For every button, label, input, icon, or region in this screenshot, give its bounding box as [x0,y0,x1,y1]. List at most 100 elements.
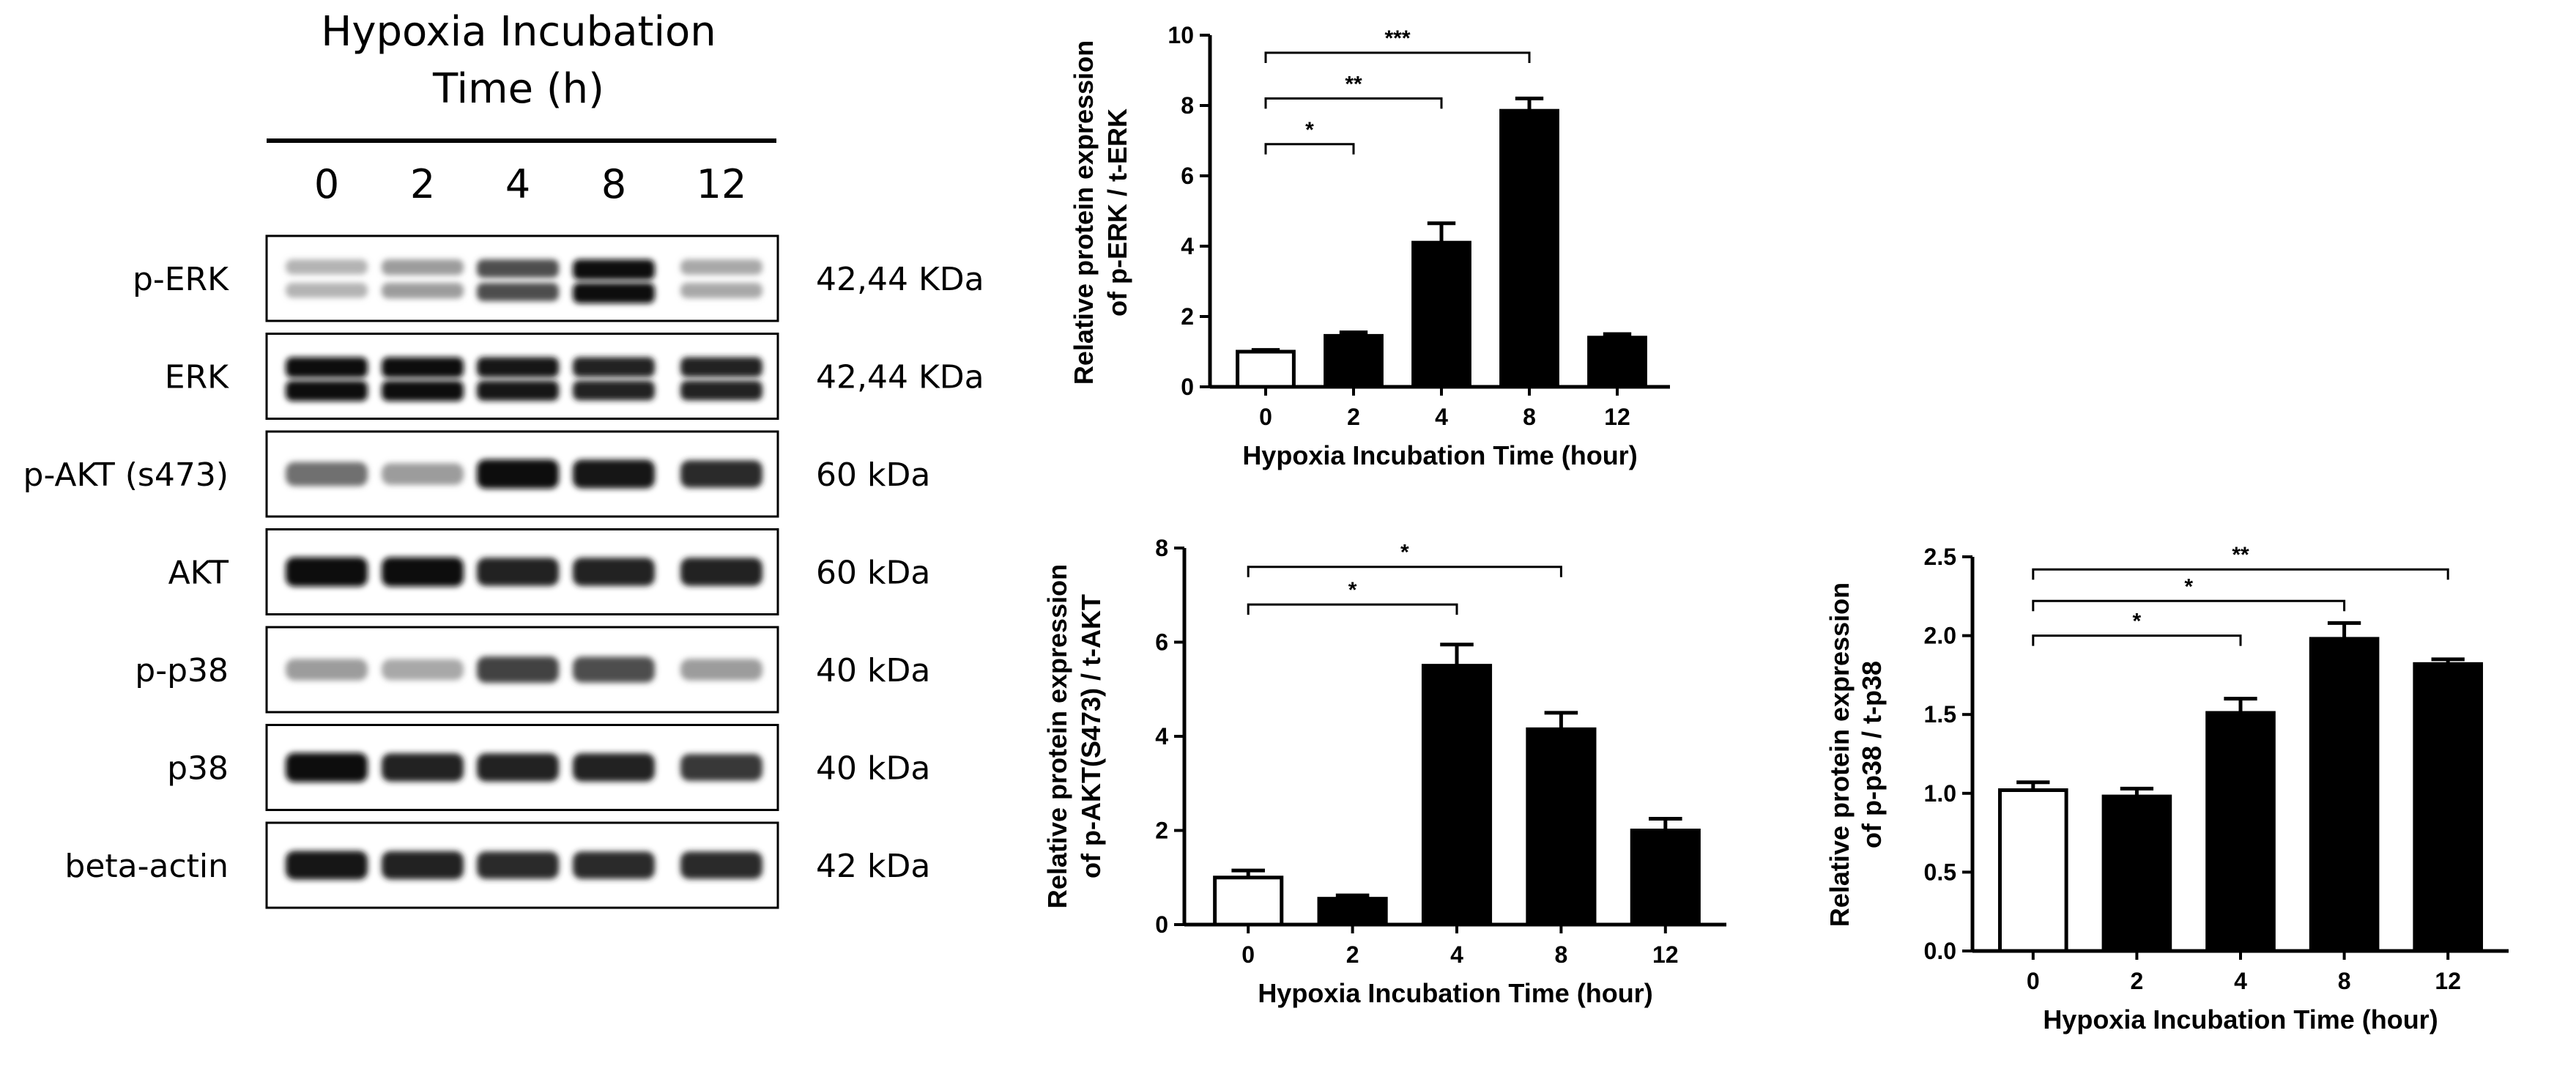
blot-row-label: p-AKT (s473) [23,456,229,494]
blot-row-frame [265,234,779,322]
band-upper [382,259,464,275]
significance-bracket [1247,566,1562,577]
y-tick-label: 0.0 [1924,938,1956,964]
band [382,463,464,485]
blot-row-size: 42 kDa [816,848,930,885]
y-tick-label: 2 [1181,303,1194,330]
x-axis-title: Hypoxia Incubation Time (hour) [1242,440,1637,470]
blot-row-akt: AKT 60 kDa [168,528,930,615]
blot-row-erk: ERK 42,44 KDa [165,333,984,420]
y-tick-label: 1.5 [1924,701,1956,728]
band-lower [286,283,368,298]
band [573,753,655,782]
bar-0 [1213,876,1284,927]
bar-8 [1526,727,1597,927]
y-tick-label: 1.0 [1924,780,1956,807]
x-tick-label: 8 [1523,404,1536,430]
lane-labels: 0 2 4 8 12 [314,161,747,207]
band [680,460,762,488]
x-tick-label: 8 [2338,968,2351,994]
band [286,851,368,880]
blot-row-size: 60 kDa [816,555,930,592]
band-lower [573,380,655,401]
x-axis-title: Hypoxia Incubation Time (hour) [1258,978,1652,1008]
significance-label: * [2184,574,2193,599]
band-upper [573,357,655,377]
y-tick-label: 2.0 [1924,623,1956,649]
y-axis-title-line2: of p-p38 / t-p38 [1857,661,1887,848]
significance-label: *** [1384,26,1410,51]
blot-title-line1: Hypoxia Incubation [321,8,716,56]
band [680,558,762,586]
bar-12 [1587,336,1647,389]
lane-label-12: 12 [697,161,747,207]
band [573,851,655,879]
significance-bracket [2032,568,2449,580]
y-tick-label: 10 [1168,22,1194,48]
band-upper [680,357,762,377]
y-axis-title-line1: Relative protein expression [1069,40,1099,385]
lane-label-0: 0 [314,161,339,207]
band-upper [382,357,464,378]
band-lower [286,380,368,401]
x-tick-label: 12 [2435,968,2461,994]
bar-4 [1421,664,1493,927]
x-tick-label: 4 [1450,941,1463,968]
blot-row-label: p-ERK [133,261,229,298]
bar-4 [2205,711,2276,953]
y-tick-label: 4 [1155,723,1168,749]
x-tick-label: 0 [2027,968,2040,994]
significance-bracket [1264,97,1443,109]
bar-4 [1411,240,1471,389]
band [286,752,368,782]
x-tick-label: 2 [1346,941,1359,968]
y-axis-title-line2: of p-AKT(S473) / t-AKT [1076,594,1106,878]
y-tick-label: 0 [1181,374,1194,400]
band [477,753,559,782]
band-upper [573,259,655,280]
blot-row-size: 60 kDa [816,456,930,494]
band-lower [382,380,464,401]
lane-label-8: 8 [601,161,626,207]
bar-2 [1317,897,1388,927]
band [477,558,559,586]
y-tick-label: 8 [1181,92,1194,119]
y-axis-title-line1: Relative protein expression [1825,582,1855,927]
band [286,462,368,486]
blot-row-p38: p38 40 kDa [167,724,930,811]
band-upper [286,259,368,275]
band [382,659,464,681]
significance-bracket [1247,603,1458,615]
significance-bracket [1264,143,1355,155]
x-tick-label: 4 [1435,404,1448,430]
y-tick-label: 6 [1181,163,1194,189]
blot-row-label: beta-actin [64,848,229,885]
blot-title-line2: Time (h) [432,65,604,113]
bar-12 [2413,662,2484,953]
chart-p-p38: 0.00.51.01.52.02.50 2 4 8 12****Hypoxia Incu… [1825,543,2509,1034]
band-lower [680,380,762,401]
x-tick-label: 12 [1604,404,1630,430]
significance-label: * [2133,610,2142,634]
band-upper [477,357,559,377]
blot-row-size: 40 kDa [816,652,930,689]
band [680,754,762,781]
blot-row-label: AKT [168,555,229,592]
x-tick-label: 4 [2234,968,2247,994]
blot-rows: p-ERK 42,44 KDa ERK 42,44 KDa p-AKT (s473) 60… [23,234,984,909]
bar-8 [2309,637,2380,953]
band-lower [477,380,559,401]
significance-label: * [1305,118,1314,142]
blot-row-size: 40 kDa [816,750,930,788]
chart-p-akt: 0 2 4 6 8 0 2 4 8 12 * * Hypoxia Incubation Time (ho… [1042,535,1726,1008]
blot-row-p-erk: p-ERK 42,44 KDa [133,234,984,322]
significance-bracket [2032,634,2242,646]
y-axis-title-line2: of p-ERK / t-ERK [1102,108,1132,317]
band [477,656,559,683]
band [573,656,655,683]
band-upper [286,357,368,378]
band [573,558,655,586]
band [382,557,464,587]
